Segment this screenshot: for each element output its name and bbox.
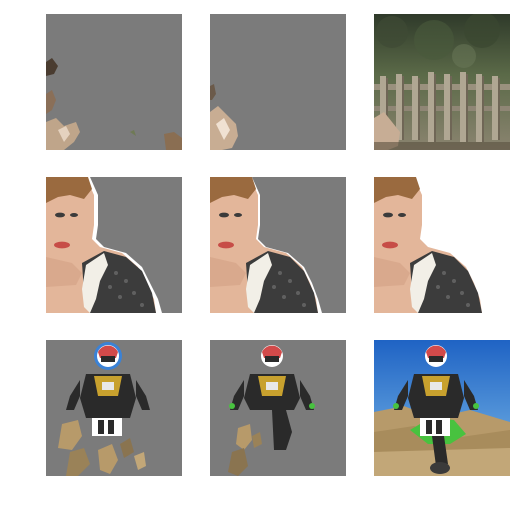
motocross-masked-a-image [46,340,182,476]
fence-masked-a-image [46,14,182,150]
portrait-masked-b-image [210,177,346,313]
fence-masked-b-image [210,14,346,150]
motocross-masked-b-image [210,340,346,476]
motocross-masked-panel-a [46,340,182,476]
portrait-masked-a-image [46,177,182,313]
portrait-masked-panel-b [210,177,346,313]
fence-original-image [374,14,510,150]
fence-masked-panel-a [46,14,182,150]
fence-original-panel [374,14,510,150]
portrait-original-image [374,177,510,313]
fence-masked-panel-b [210,14,346,150]
motocross-masked-panel-b [210,340,346,476]
motocross-original-panel [374,340,510,476]
portrait-original-panel [374,177,510,313]
motocross-original-image [374,340,510,476]
portrait-masked-panel-a [46,177,182,313]
